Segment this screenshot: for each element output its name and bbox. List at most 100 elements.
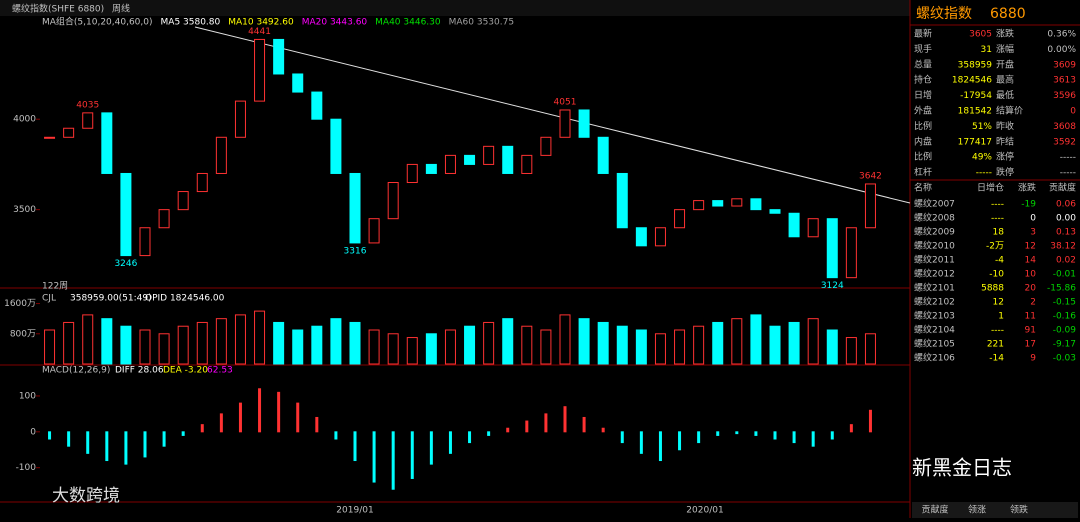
quote-label: 内盘 xyxy=(914,135,932,147)
price-annotation: 4035 xyxy=(76,100,99,110)
bar xyxy=(238,402,242,433)
table-cell[interactable]: 螺纹2010 xyxy=(914,240,955,252)
legend-entry: MA10 3492.60 xyxy=(228,18,294,28)
bar xyxy=(845,337,857,365)
candle xyxy=(616,172,628,229)
tab[interactable]: 领跌 xyxy=(1010,504,1028,516)
candle xyxy=(769,209,781,214)
quote-value: 3613 xyxy=(1053,76,1076,86)
candle xyxy=(654,227,666,247)
candle xyxy=(406,163,418,184)
table-cell[interactable]: 螺纹2012 xyxy=(914,268,955,280)
candle xyxy=(845,227,857,279)
candle xyxy=(387,182,399,220)
table-cell[interactable]: 螺纹2101 xyxy=(914,282,955,294)
quote-label: 日增 xyxy=(914,89,932,101)
y-tick-label: 4000 xyxy=(13,115,36,125)
bar xyxy=(277,391,281,433)
table-cell: ---- xyxy=(991,200,1004,210)
bar xyxy=(483,321,495,365)
bar xyxy=(639,431,643,454)
table-cell: 0.00 xyxy=(1056,214,1076,224)
bar xyxy=(391,431,395,490)
table-cell[interactable]: 螺纹2106 xyxy=(914,352,955,364)
bar xyxy=(578,318,590,365)
bar xyxy=(849,424,853,433)
table-cell[interactable]: 螺纹2007 xyxy=(914,198,955,210)
x-label: 2020/01 xyxy=(686,506,723,516)
quote-value: -17954 xyxy=(960,91,992,101)
quote-value: ----- xyxy=(1060,168,1076,178)
table-cell[interactable]: 螺纹2009 xyxy=(914,226,955,238)
quote-label: 外盘 xyxy=(914,105,932,117)
table-cell[interactable]: 螺纹2103 xyxy=(914,310,955,322)
table-cell: 0 xyxy=(1030,214,1036,224)
y-tick-label: 1600万 xyxy=(4,299,36,309)
y-tick-label: 0 xyxy=(30,427,36,437)
tab-bar xyxy=(912,502,1078,518)
bar xyxy=(792,431,796,444)
bar xyxy=(387,333,399,365)
bar xyxy=(811,431,815,447)
legend-entry: MA组合(5,10,20,40,60,0) xyxy=(42,16,153,28)
bar xyxy=(330,318,342,365)
bar xyxy=(143,431,147,458)
table-cell[interactable]: 螺纹2105 xyxy=(914,338,955,350)
table-cell: -4 xyxy=(995,256,1004,266)
candle xyxy=(82,112,94,129)
table-cell: -10 xyxy=(989,270,1004,280)
bar xyxy=(540,329,552,365)
watermark: 新黑金日志 xyxy=(912,456,1012,480)
bar xyxy=(406,337,418,365)
y-tick-label: 3500 xyxy=(13,205,36,215)
quote-value: 51% xyxy=(972,122,992,132)
macd-stat: DEA -3.20 xyxy=(163,366,208,376)
candle xyxy=(807,218,819,238)
table-cell[interactable]: 螺纹2011 xyxy=(914,254,955,266)
table-cell: ---- xyxy=(991,326,1004,336)
tab[interactable]: 领涨 xyxy=(968,504,986,516)
bar xyxy=(654,333,666,365)
quote-label: 开盘 xyxy=(996,58,1014,70)
quote-label: 昨结 xyxy=(996,135,1014,147)
quote-value: 3592 xyxy=(1053,137,1076,147)
candle xyxy=(597,136,609,174)
quote-value: 3609 xyxy=(1053,60,1076,70)
bar xyxy=(506,427,510,433)
candle xyxy=(311,91,323,120)
symbol-title[interactable]: 螺纹指数(SHFE 6880) xyxy=(12,3,104,15)
bar xyxy=(67,431,71,447)
bar xyxy=(521,325,533,365)
table-cell: -9.17 xyxy=(1053,340,1076,350)
bar xyxy=(63,321,75,365)
candle xyxy=(826,218,838,279)
table-cell: 5888 xyxy=(981,284,1004,294)
bar xyxy=(273,321,285,365)
table-cell[interactable]: 螺纹2102 xyxy=(914,296,955,308)
bar xyxy=(234,314,246,365)
bar xyxy=(139,329,151,365)
table-cell[interactable]: 螺纹2008 xyxy=(914,212,955,224)
quote-value: ----- xyxy=(1060,153,1076,163)
candle xyxy=(63,127,75,138)
table-cell: 3 xyxy=(1030,228,1036,238)
table-cell: 0.13 xyxy=(1056,228,1076,238)
bar xyxy=(254,310,266,365)
column-header: 贡献度 xyxy=(1049,182,1076,194)
quote-label: 涨跌 xyxy=(996,29,1014,40)
table-cell[interactable]: 螺纹2104 xyxy=(914,324,955,336)
candle xyxy=(444,154,456,174)
quote-label: 涨幅 xyxy=(996,43,1014,55)
period[interactable]: 周线 xyxy=(112,3,130,15)
quote-value: 1824546 xyxy=(952,76,992,86)
tab[interactable]: 贡献度 xyxy=(921,504,948,516)
candle xyxy=(158,209,170,229)
table-cell: -14 xyxy=(989,354,1004,364)
quote-label: 杠杆 xyxy=(914,166,932,178)
bar xyxy=(830,431,834,440)
candle xyxy=(273,38,285,75)
bar xyxy=(196,321,208,365)
candle xyxy=(750,198,762,211)
bar xyxy=(158,333,170,365)
